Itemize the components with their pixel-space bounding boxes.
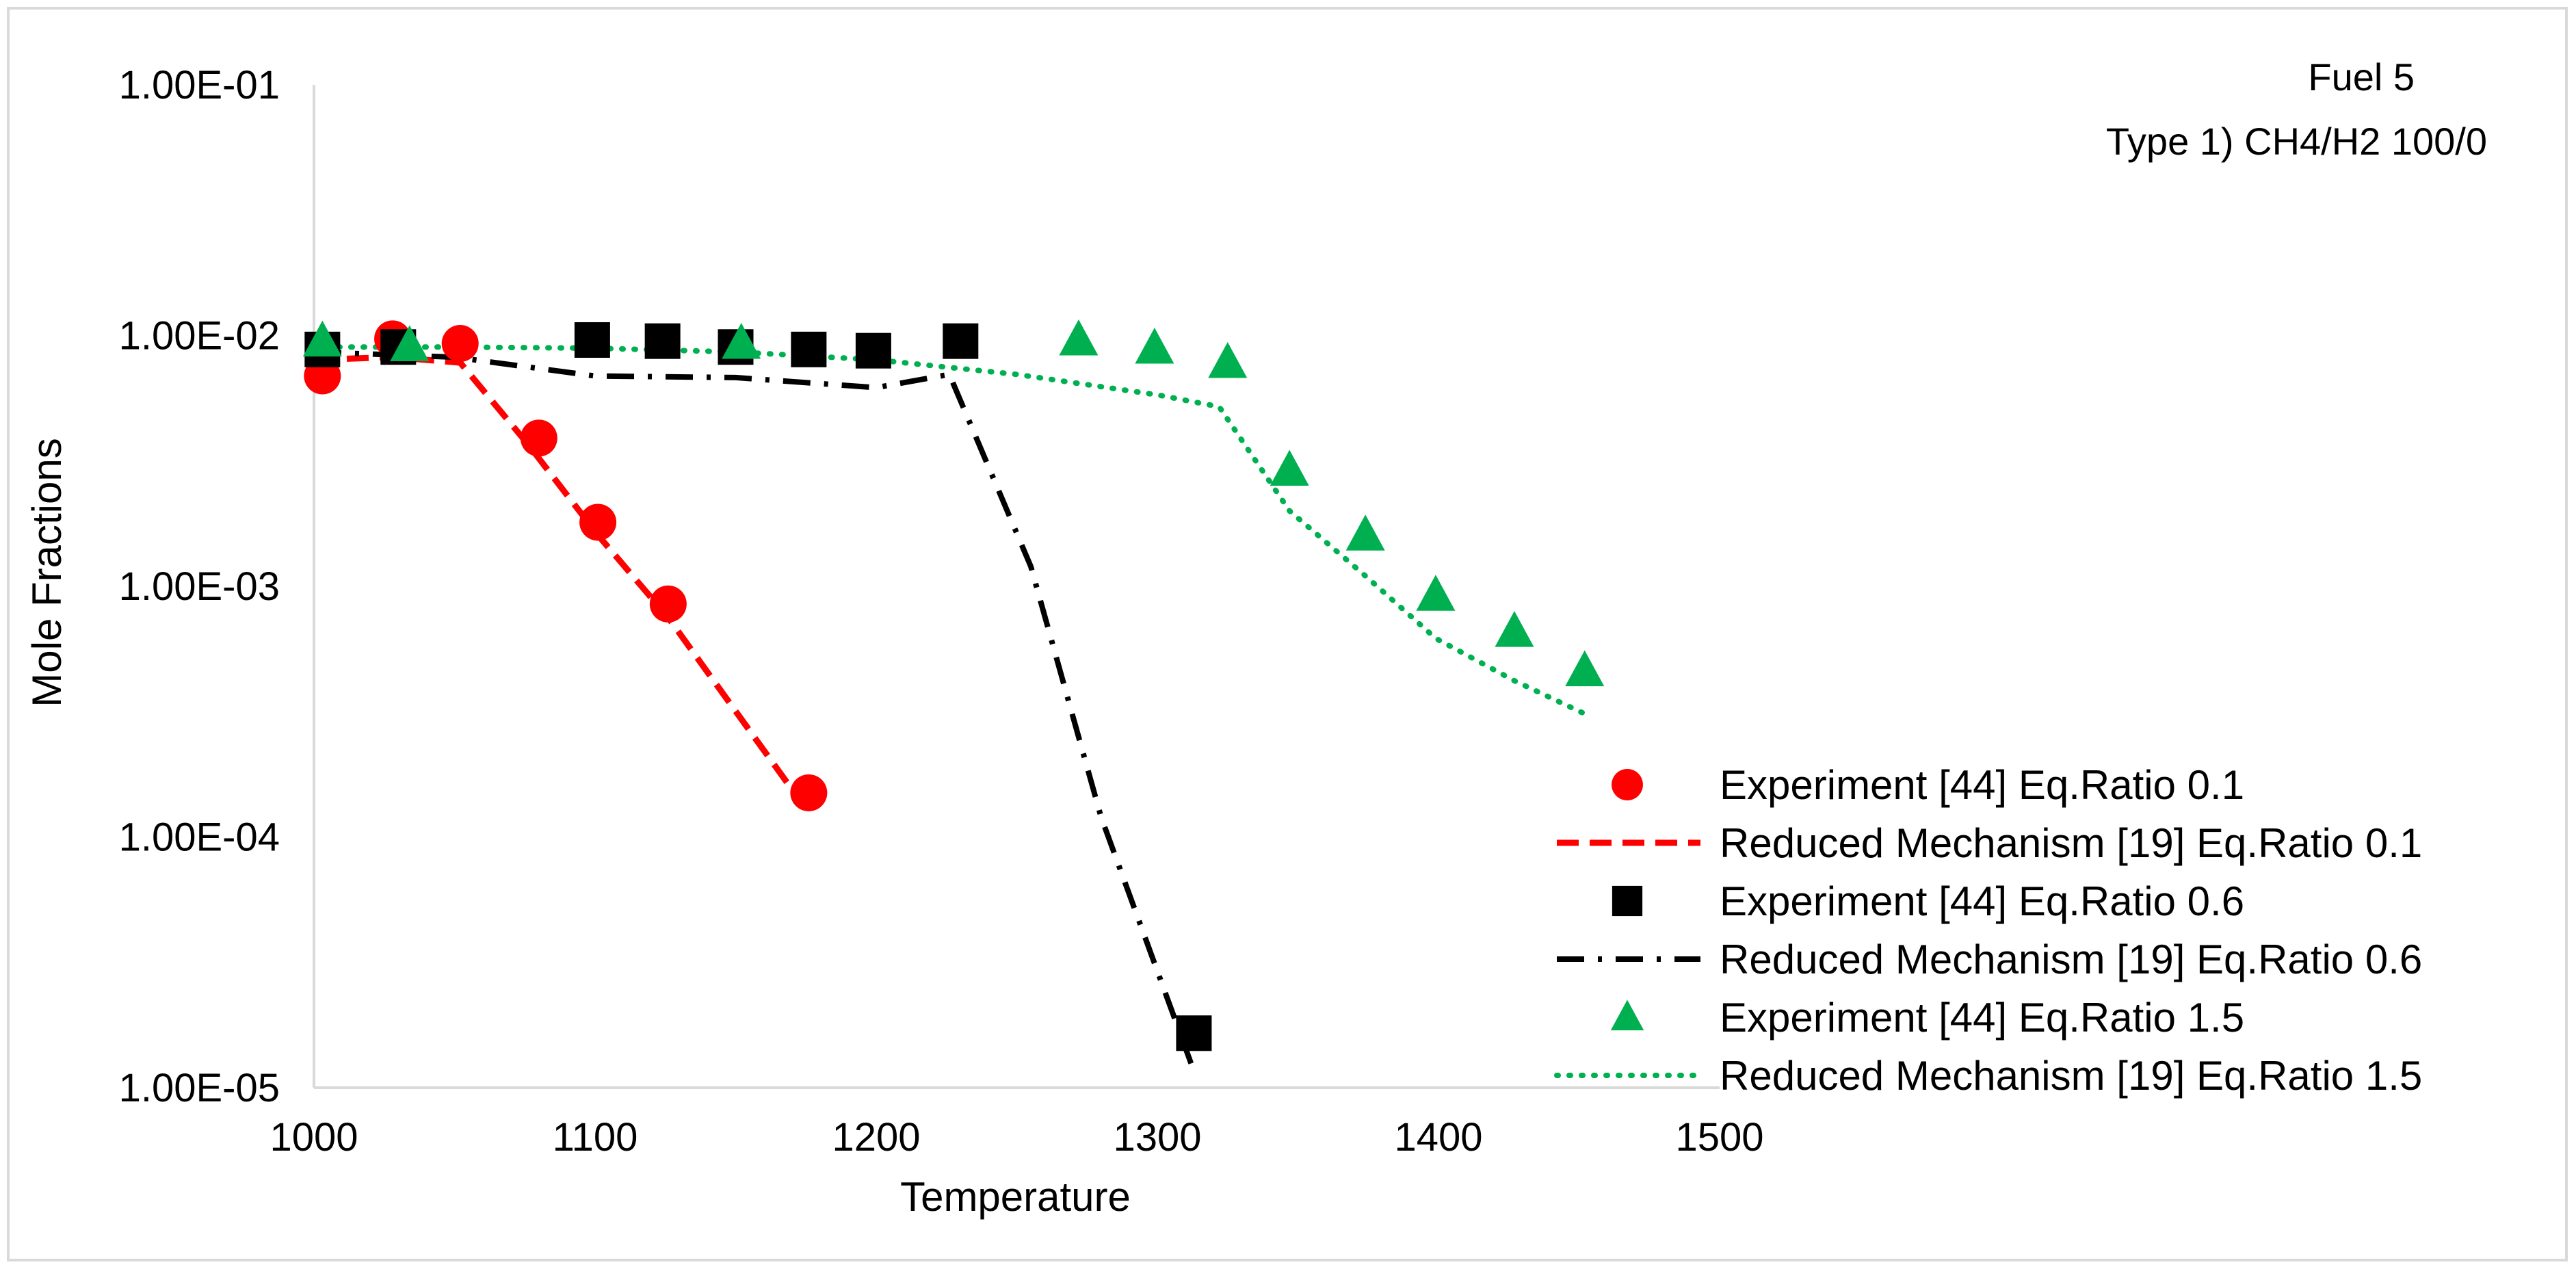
data-point-circle: [649, 585, 687, 623]
legend-item: Reduced Mechanism [19] Eq.Ratio 1.5: [1554, 1053, 2422, 1099]
data-point-square: [574, 322, 610, 358]
x-axis-title: Temperature: [900, 1174, 1131, 1220]
legend-label: Experiment [44] Eq.Ratio 0.1: [1720, 762, 2244, 808]
legend-item: Reduced Mechanism [19] Eq.Ratio 0.1: [1557, 820, 2422, 866]
data-point-triangle: [302, 320, 342, 357]
series-line-group: [313, 349, 1194, 1064]
x-tick-label: 1200: [832, 1115, 920, 1160]
data-point-triangle: [1565, 650, 1605, 687]
data-point-circle: [441, 325, 479, 363]
series-marker-group: [304, 320, 828, 811]
legend-item: Experiment [44] Eq.Ratio 0.1: [1612, 762, 2244, 808]
data-point-square: [1176, 1015, 1212, 1051]
chart-frame: 1.00E-05 1.00E-04 1.00E-03 1.00E-02 1.00E-01…: [7, 7, 2568, 1261]
series-line-group: [313, 354, 812, 815]
data-point-circle: [790, 774, 828, 811]
data-point-triangle: [1135, 328, 1174, 364]
series-line: [313, 354, 812, 815]
legend-label: Reduced Mechanism [19] Eq.Ratio 0.6: [1720, 937, 2422, 982]
legend: Experiment [44] Eq.Ratio 0.1 Reduced Mech…: [1554, 762, 2422, 1099]
data-point-triangle: [1059, 319, 1099, 356]
data-point-triangle: [1345, 514, 1385, 551]
series-marker-group: [304, 322, 1212, 1051]
legend-swatch-triangle: [1610, 999, 1644, 1031]
legend-item: Experiment [44] Eq.Ratio 0.6: [1612, 878, 2244, 924]
data-point-triangle: [1416, 575, 1456, 611]
data-point-triangle: [1495, 611, 1534, 647]
data-point-circle: [579, 503, 617, 541]
data-point-triangle: [1208, 342, 1248, 378]
legend-label: Reduced Mechanism [19] Eq.Ratio 1.5: [1720, 1053, 2422, 1099]
x-tick-label: 1500: [1675, 1115, 1763, 1160]
data-point-triangle: [1270, 449, 1309, 486]
data-point-square: [855, 332, 891, 369]
legend-swatch-square: [1612, 885, 1643, 917]
legend-label: Experiment [44] Eq.Ratio 1.5: [1720, 995, 2244, 1041]
y-tick-label: 1.00E-03: [119, 564, 280, 609]
data-point-square: [644, 323, 681, 359]
mole-fraction-chart: 1.00E-05 1.00E-04 1.00E-03 1.00E-02 1.00E-01…: [24, 55, 2487, 1220]
data-point-triangle: [390, 325, 430, 362]
legend-item: Experiment [44] Eq.Ratio 1.5: [1610, 995, 2244, 1041]
y-tick-label: 1.00E-04: [119, 815, 280, 860]
series-marker-group: [302, 319, 1605, 687]
y-axis-title: Mole Fractions: [24, 438, 70, 707]
y-tick-label: 1.00E-05: [119, 1066, 280, 1110]
x-tick-label: 1300: [1113, 1115, 1201, 1160]
annotation-type: Type 1) CH4/H2 100/0: [2106, 120, 2487, 163]
x-tick-label: 1000: [270, 1115, 358, 1160]
x-axis-ticks: 1000 1100 1200 1300 1400 1500: [270, 1115, 1763, 1160]
series-line: [311, 344, 1588, 717]
legend-item: Reduced Mechanism [19] Eq.Ratio 0.6: [1557, 937, 2422, 982]
y-axis-ticks: 1.00E-05 1.00E-04 1.00E-03 1.00E-02 1.00E-01: [119, 63, 280, 1110]
annotation-fuel: Fuel 5: [2308, 55, 2415, 99]
series-line-group: [311, 344, 1588, 717]
legend-swatch-circle: [1612, 769, 1643, 800]
data-point-square: [791, 331, 827, 367]
series-line: [313, 349, 1194, 1064]
data-point-triangle: [722, 323, 761, 359]
y-tick-label: 1.00E-02: [119, 314, 280, 358]
legend-label: Experiment [44] Eq.Ratio 0.6: [1720, 878, 2244, 924]
x-tick-label: 1400: [1394, 1115, 1482, 1160]
legend-label: Reduced Mechanism [19] Eq.Ratio 0.1: [1720, 820, 2422, 866]
x-tick-label: 1100: [553, 1115, 638, 1160]
data-point-circle: [520, 419, 557, 457]
data-point-square: [943, 323, 979, 359]
y-tick-label: 1.00E-01: [119, 63, 280, 107]
series-layer: [302, 319, 1605, 1064]
